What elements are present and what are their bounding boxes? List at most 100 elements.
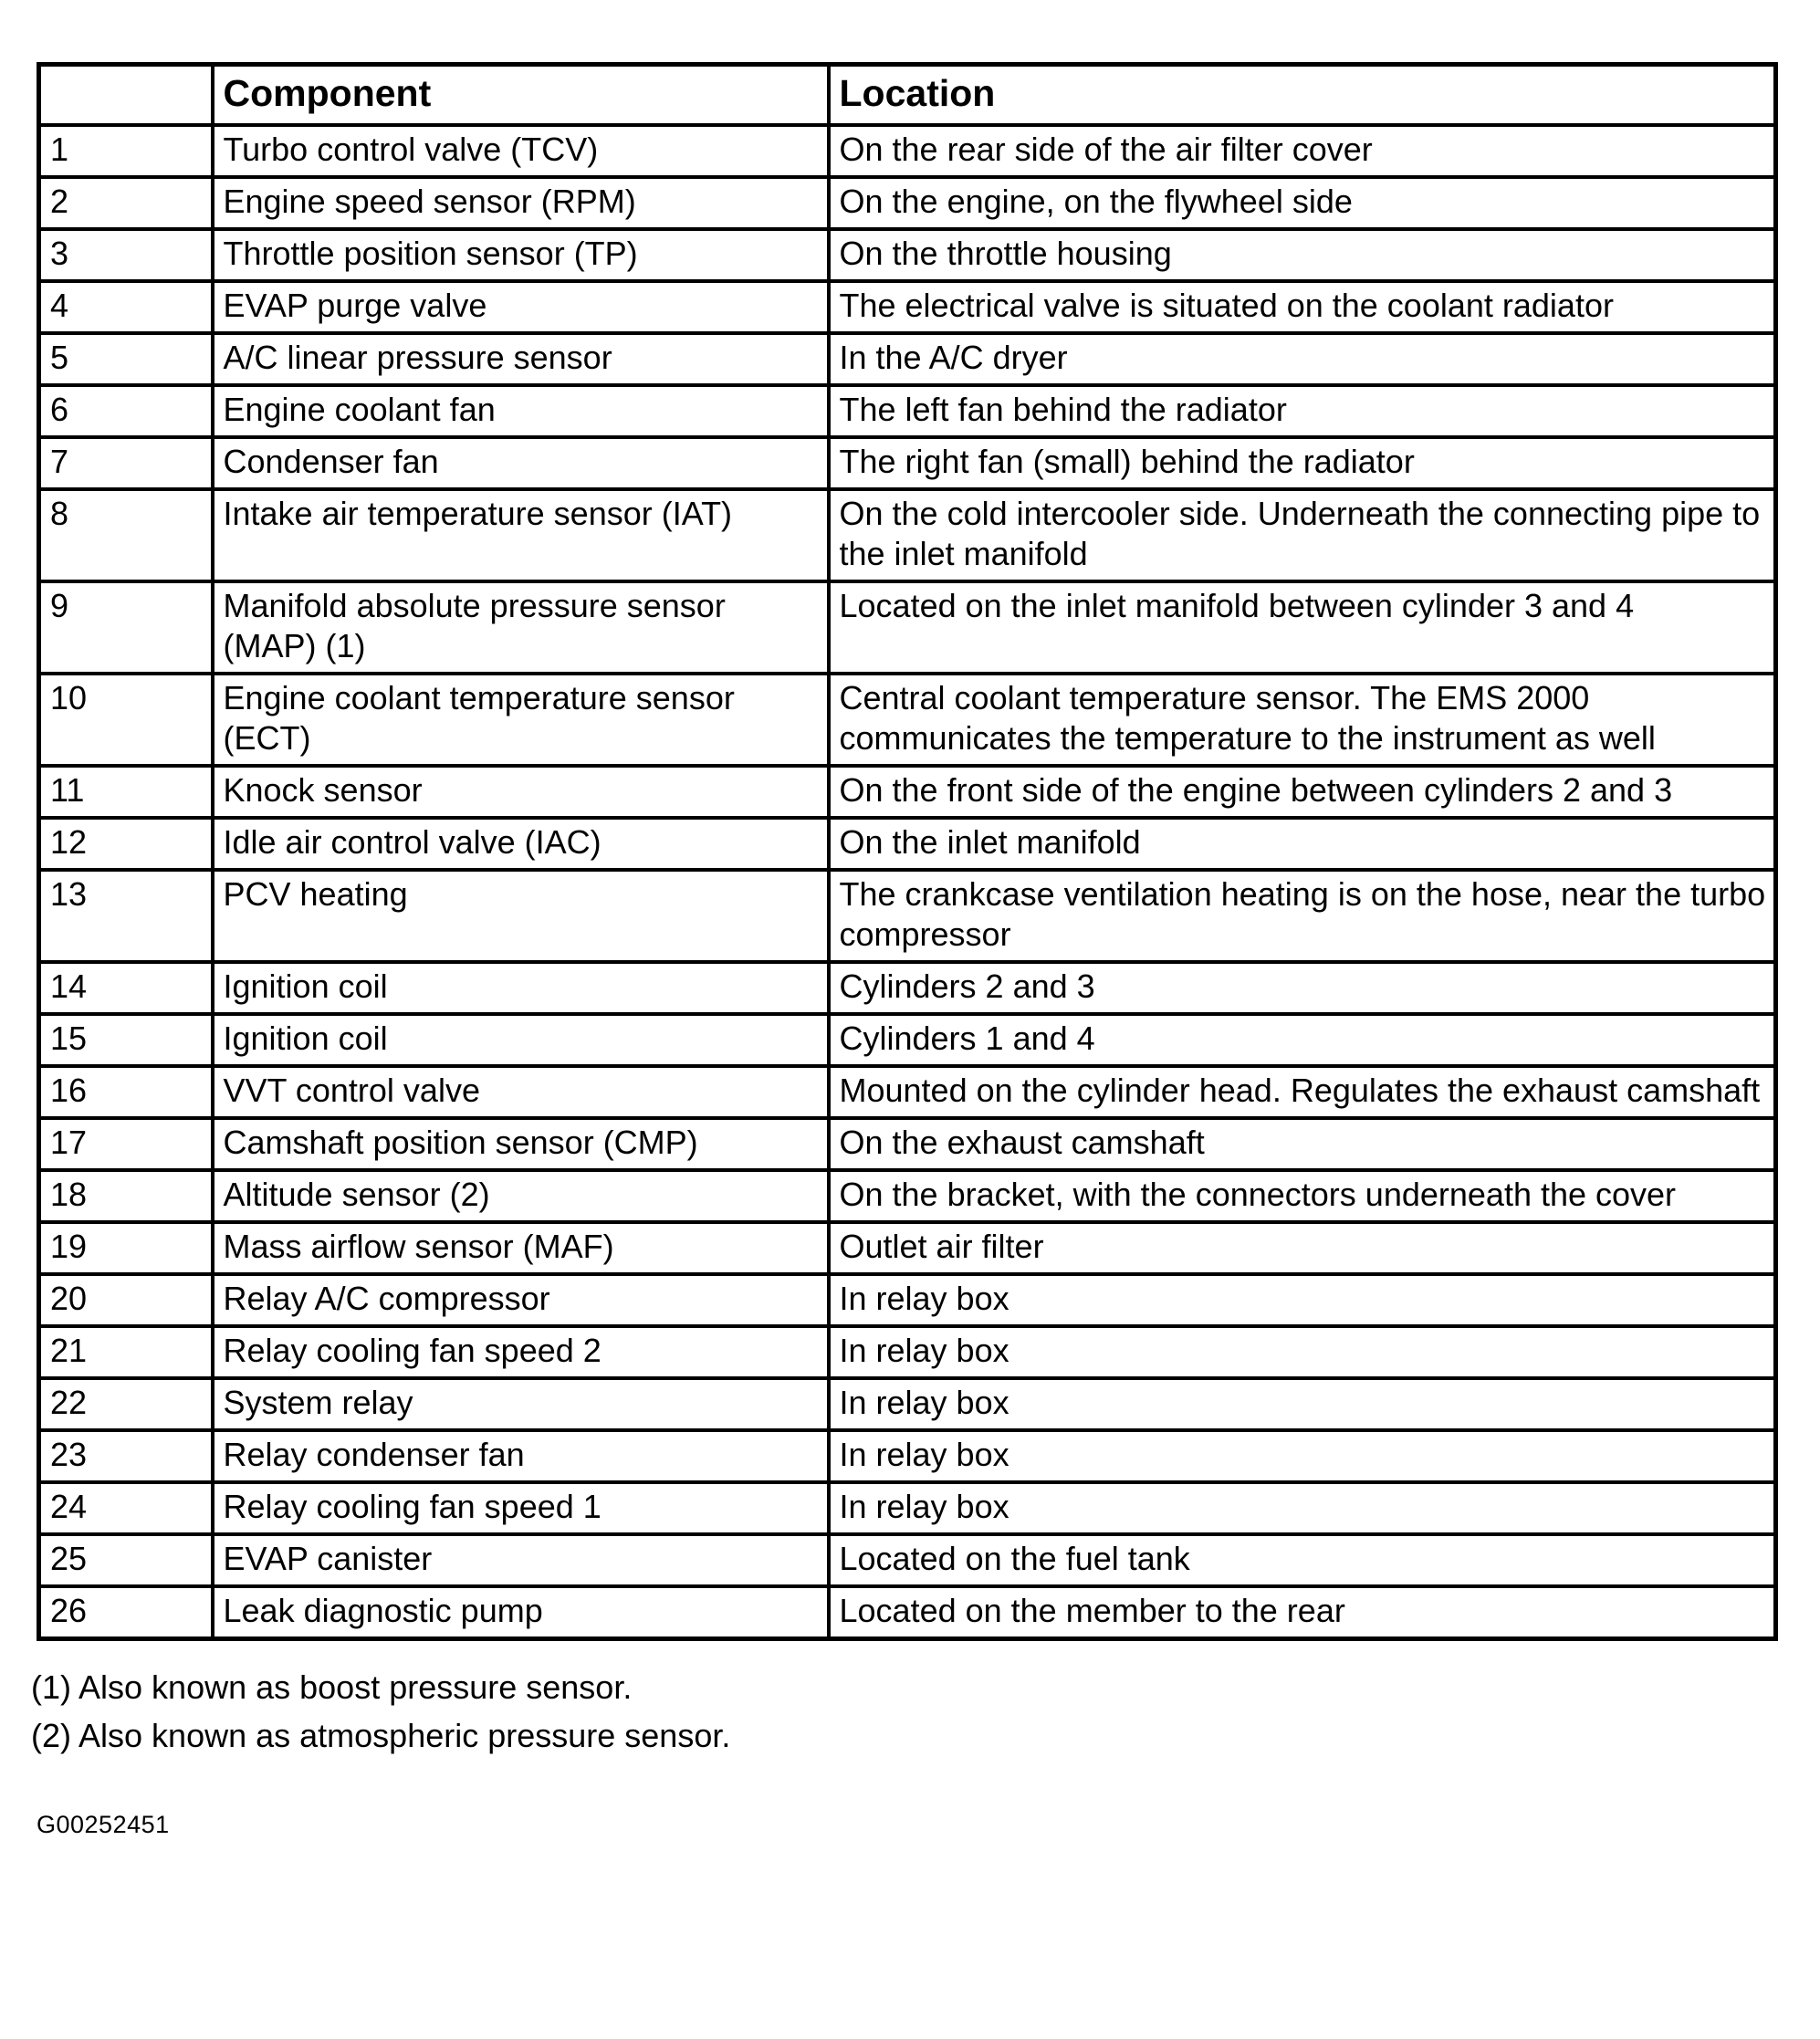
row-number: 3 bbox=[37, 227, 214, 283]
table-row: 17 Camshaft position sensor (CMP) On the… bbox=[37, 1116, 1778, 1172]
table-row: 18 Altitude sensor (2) On the bracket, w… bbox=[37, 1168, 1778, 1224]
table-row: 13 PCV heating The crankcase ventilation… bbox=[37, 868, 1778, 964]
table-row: 10 Engine coolant temperature sensor (EC… bbox=[37, 672, 1778, 768]
table-row: 5 A/C linear pressure sensor In the A/C … bbox=[37, 331, 1778, 387]
row-location: On the inlet manifold bbox=[826, 816, 1778, 872]
table-row: 9 Manifold absolute pressure sensor (MAP… bbox=[37, 580, 1778, 675]
row-number: 10 bbox=[37, 672, 214, 768]
row-location: On the exhaust camshaft bbox=[826, 1116, 1778, 1172]
row-location: Cylinders 2 and 3 bbox=[826, 960, 1778, 1016]
row-number: 13 bbox=[37, 868, 214, 964]
header-location-cell: Location bbox=[826, 62, 1778, 127]
table-row: 1 Turbo control valve (TCV) On the rear … bbox=[37, 123, 1778, 179]
row-component: PCV heating bbox=[210, 868, 831, 964]
row-component: A/C linear pressure sensor bbox=[210, 331, 831, 387]
row-component: Engine speed sensor (RPM) bbox=[210, 175, 831, 231]
row-component: EVAP canister bbox=[210, 1532, 831, 1588]
row-number: 8 bbox=[37, 487, 214, 583]
row-location: The left fan behind the radiator bbox=[826, 383, 1778, 439]
row-number: 9 bbox=[37, 580, 214, 675]
row-number: 2 bbox=[37, 175, 214, 231]
table-row: 23 Relay condenser fan In relay box bbox=[37, 1428, 1778, 1484]
row-component: Knock sensor bbox=[210, 764, 831, 820]
row-number: 17 bbox=[37, 1116, 214, 1172]
table-row: 12 Idle air control valve (IAC) On the i… bbox=[37, 816, 1778, 872]
row-component: Ignition coil bbox=[210, 1012, 831, 1068]
row-number: 18 bbox=[37, 1168, 214, 1224]
row-number: 14 bbox=[37, 960, 214, 1016]
row-location: Located on the fuel tank bbox=[826, 1532, 1778, 1588]
row-location: In relay box bbox=[826, 1376, 1778, 1432]
table-row: 25 EVAP canister Located on the fuel tan… bbox=[37, 1532, 1778, 1588]
row-component: Idle air control valve (IAC) bbox=[210, 816, 831, 872]
document-page: Component Location 1 Turbo control valve… bbox=[31, 62, 1778, 1838]
table-row: 11 Knock sensor On the front side of the… bbox=[37, 764, 1778, 820]
table-row: 15 Ignition coil Cylinders 1 and 4 bbox=[37, 1012, 1778, 1068]
row-location: In relay box bbox=[826, 1324, 1778, 1380]
row-component: Camshaft position sensor (CMP) bbox=[210, 1116, 831, 1172]
row-number: 5 bbox=[37, 331, 214, 387]
table-row: 3 Throttle position sensor (TP) On the t… bbox=[37, 227, 1778, 283]
row-number: 21 bbox=[37, 1324, 214, 1380]
row-number: 11 bbox=[37, 764, 214, 820]
row-number: 6 bbox=[37, 383, 214, 439]
row-location: The right fan (small) behind the radiato… bbox=[826, 435, 1778, 491]
row-number: 23 bbox=[37, 1428, 214, 1484]
footnotes: (1) Also known as boost pressure sensor.… bbox=[31, 1663, 1774, 1760]
row-component: Mass airflow sensor (MAF) bbox=[210, 1220, 831, 1276]
row-component: Intake air temperature sensor (IAT) bbox=[210, 487, 831, 583]
table-header: Component Location bbox=[37, 62, 1778, 127]
row-number: 4 bbox=[37, 279, 214, 335]
table-row: 6 Engine coolant fan The left fan behind… bbox=[37, 383, 1778, 439]
table-body: 1 Turbo control valve (TCV) On the rear … bbox=[37, 123, 1778, 1641]
row-location: The electrical valve is situated on the … bbox=[826, 279, 1778, 335]
row-location: On the rear side of the air filter cover bbox=[826, 123, 1778, 179]
row-location: In the A/C dryer bbox=[826, 331, 1778, 387]
row-location: In relay box bbox=[826, 1272, 1778, 1328]
row-location: Mounted on the cylinder head. Regulates … bbox=[826, 1064, 1778, 1120]
row-location: On the bracket, with the connectors unde… bbox=[826, 1168, 1778, 1224]
row-number: 22 bbox=[37, 1376, 214, 1432]
row-location: The crankcase ventilation heating is on … bbox=[826, 868, 1778, 964]
header-component-cell: Component bbox=[210, 62, 831, 127]
row-location: On the throttle housing bbox=[826, 227, 1778, 283]
row-component: Ignition coil bbox=[210, 960, 831, 1016]
row-number: 26 bbox=[37, 1584, 214, 1641]
table-row: 7 Condenser fan The right fan (small) be… bbox=[37, 435, 1778, 491]
row-location: On the engine, on the flywheel side bbox=[826, 175, 1778, 231]
row-component: EVAP purge valve bbox=[210, 279, 831, 335]
row-component: VVT control valve bbox=[210, 1064, 831, 1120]
component-location-table: Component Location 1 Turbo control valve… bbox=[37, 62, 1778, 1641]
row-component: Engine coolant fan bbox=[210, 383, 831, 439]
row-component: Turbo control valve (TCV) bbox=[210, 123, 831, 179]
row-location: Outlet air filter bbox=[826, 1220, 1778, 1276]
table-row: 8 Intake air temperature sensor (IAT) On… bbox=[37, 487, 1778, 583]
row-component: Manifold absolute pressure sensor (MAP) … bbox=[210, 580, 831, 675]
row-component: Throttle position sensor (TP) bbox=[210, 227, 831, 283]
table-row: 4 EVAP purge valve The electrical valve … bbox=[37, 279, 1778, 335]
table-row: 2 Engine speed sensor (RPM) On the engin… bbox=[37, 175, 1778, 231]
row-number: 20 bbox=[37, 1272, 214, 1328]
header-number-cell bbox=[37, 62, 214, 127]
table-row: 16 VVT control valve Mounted on the cyli… bbox=[37, 1064, 1778, 1120]
row-location: On the cold intercooler side. Underneath… bbox=[826, 487, 1778, 583]
table-row: 14 Ignition coil Cylinders 2 and 3 bbox=[37, 960, 1778, 1016]
row-number: 19 bbox=[37, 1220, 214, 1276]
row-number: 7 bbox=[37, 435, 214, 491]
table-row: 22 System relay In relay box bbox=[37, 1376, 1778, 1432]
table-row: 26 Leak diagnostic pump Located on the m… bbox=[37, 1584, 1778, 1641]
figure-code: G00252451 bbox=[37, 1811, 170, 1838]
row-number: 25 bbox=[37, 1532, 214, 1588]
table-row: 21 Relay cooling fan speed 2 In relay bo… bbox=[37, 1324, 1778, 1380]
row-location: In relay box bbox=[826, 1428, 1778, 1484]
row-location: Cylinders 1 and 4 bbox=[826, 1012, 1778, 1068]
row-location: Located on the member to the rear bbox=[826, 1584, 1778, 1641]
row-component: Relay cooling fan speed 2 bbox=[210, 1324, 831, 1380]
table-row: 20 Relay A/C compressor In relay box bbox=[37, 1272, 1778, 1328]
row-number: 1 bbox=[37, 123, 214, 179]
row-component: Relay A/C compressor bbox=[210, 1272, 831, 1328]
row-number: 12 bbox=[37, 816, 214, 872]
row-component: System relay bbox=[210, 1376, 831, 1432]
table-row: 19 Mass airflow sensor (MAF) Outlet air … bbox=[37, 1220, 1778, 1276]
row-location: Located on the inlet manifold between cy… bbox=[826, 580, 1778, 675]
